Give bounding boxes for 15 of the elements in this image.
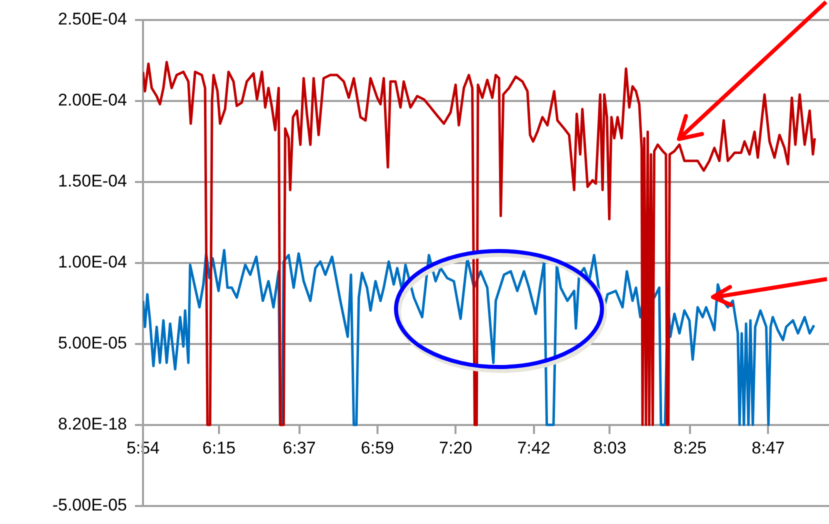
x-tick-label: 6:15 [202, 438, 236, 458]
x-tick-label: 8:03 [593, 438, 626, 458]
y-tick-label: 2.50E-04 [58, 10, 127, 29]
x-tick-label: 6:59 [360, 438, 394, 458]
y-tick-label: 1.00E-04 [58, 252, 127, 272]
x-tick-label: 8:25 [674, 438, 707, 458]
x-tick-label: 7:42 [517, 438, 550, 458]
x-tick-label: 7:20 [439, 438, 472, 458]
x-tick-label: 6:37 [282, 438, 316, 458]
y-tick-label: 2.00E-04 [58, 90, 127, 110]
y-tick-label: 8.20E-18 [58, 414, 127, 434]
y-tick-label: -5.00E-05 [52, 495, 127, 514]
x-tick-label: 8:47 [752, 438, 785, 458]
y-tick-label: 1.50E-04 [58, 172, 127, 191]
y-tick-label: 5.00E-05 [58, 334, 127, 353]
